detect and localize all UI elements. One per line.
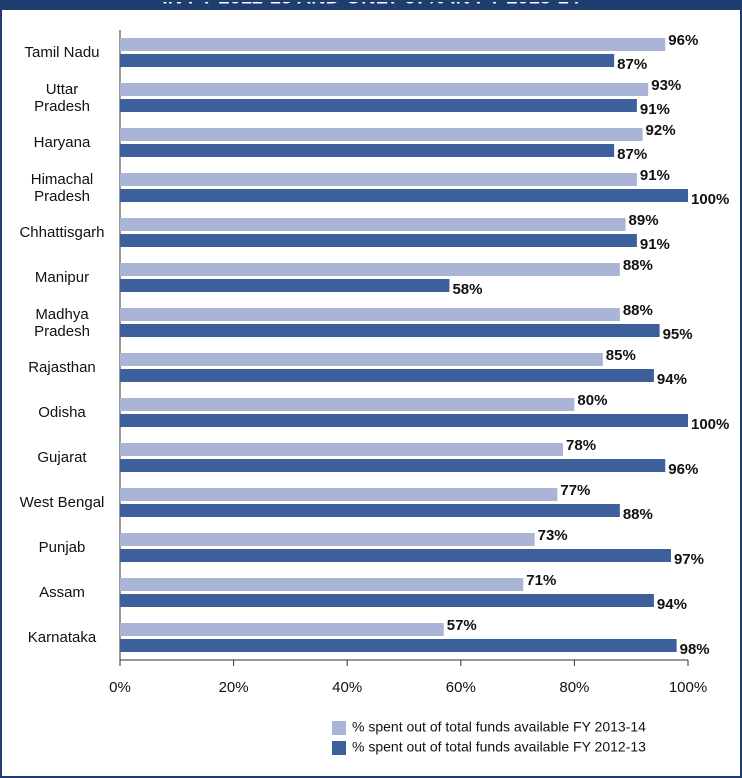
- y-tick-label: Uttar Pradesh: [34, 81, 90, 115]
- x-tick-label: 60%: [446, 679, 476, 696]
- bar: [120, 173, 637, 186]
- value-label: 88%: [623, 257, 653, 274]
- bar: [120, 639, 677, 652]
- y-tick-label: Assam: [39, 584, 85, 601]
- x-tick-label: 80%: [559, 679, 589, 696]
- value-label: 94%: [657, 596, 687, 613]
- value-label: 80%: [577, 392, 607, 409]
- legend-swatch: [332, 741, 346, 755]
- bar: [120, 83, 649, 96]
- value-label: 91%: [640, 167, 670, 184]
- header-band: [0, 0, 742, 10]
- bar: [120, 234, 637, 247]
- y-tick-label: Punjab: [39, 539, 86, 556]
- bar: [120, 308, 620, 321]
- bar: [120, 263, 620, 276]
- bar: [120, 99, 637, 112]
- value-label: 91%: [640, 236, 670, 253]
- value-label: 88%: [623, 506, 653, 523]
- y-tick-label: Himachal Pradesh: [31, 171, 94, 205]
- bar: [120, 54, 615, 67]
- value-label: 91%: [640, 101, 670, 118]
- value-label: 57%: [447, 617, 477, 634]
- bar: [120, 414, 688, 427]
- bar: [120, 398, 575, 411]
- bar: [120, 504, 620, 517]
- value-label: 87%: [617, 146, 647, 163]
- legend-label: % spent out of total funds available FY …: [352, 739, 646, 755]
- value-label: 89%: [629, 212, 659, 229]
- value-label: 71%: [526, 572, 556, 589]
- bar: [120, 218, 626, 231]
- bar: [120, 189, 688, 202]
- bar: [120, 488, 558, 501]
- value-label: 73%: [538, 527, 568, 544]
- y-tick-label: Rajasthan: [28, 359, 96, 376]
- x-tick-label: 100%: [669, 679, 707, 696]
- y-tick-label: West Bengal: [20, 494, 105, 511]
- y-tick-label: Chhattisgarh: [19, 224, 104, 241]
- bar: [120, 144, 615, 157]
- value-label: 58%: [452, 281, 482, 298]
- bar: [120, 324, 660, 337]
- bar: [120, 549, 671, 562]
- value-label: 96%: [668, 461, 698, 478]
- y-tick-label: Gujarat: [37, 449, 87, 466]
- value-label: 92%: [646, 122, 676, 139]
- bar: [120, 578, 524, 591]
- value-label: 96%: [668, 32, 698, 49]
- y-tick-label: Madhya Pradesh: [34, 306, 90, 340]
- x-tick-label: 0%: [109, 679, 131, 696]
- bar: [120, 623, 444, 636]
- bar: [120, 594, 654, 607]
- x-tick-label: 40%: [332, 679, 362, 696]
- value-label: 98%: [680, 641, 710, 658]
- bar: [120, 279, 450, 292]
- x-tick-label: 20%: [219, 679, 249, 696]
- legend-label: % spent out of total funds available FY …: [352, 719, 646, 735]
- bar: [120, 369, 654, 382]
- value-label: 77%: [560, 482, 590, 499]
- value-label: 85%: [606, 347, 636, 364]
- y-tick-label: Tamil Nadu: [24, 44, 99, 61]
- bar: [120, 353, 603, 366]
- bar: [120, 459, 666, 472]
- value-label: 100%: [691, 416, 729, 433]
- value-label: 97%: [674, 551, 704, 568]
- value-label: 95%: [663, 326, 693, 343]
- value-label: 100%: [691, 191, 729, 208]
- y-tick-label: Haryana: [34, 134, 91, 151]
- bar: [120, 533, 535, 546]
- value-label: 88%: [623, 302, 653, 319]
- value-label: 78%: [566, 437, 596, 454]
- bar: [120, 128, 643, 141]
- chart-title: IN FY 2012-13 AND ONLY 57% IN FY 2013-14: [162, 0, 580, 8]
- y-tick-label: Manipur: [35, 269, 89, 286]
- value-label: 94%: [657, 371, 687, 388]
- legend-swatch: [332, 721, 346, 735]
- y-tick-label: Odisha: [38, 404, 86, 421]
- value-label: 87%: [617, 56, 647, 73]
- bar: [120, 38, 666, 51]
- bar: [120, 443, 564, 456]
- y-tick-label: Karnataka: [28, 629, 97, 646]
- value-label: 93%: [651, 77, 681, 94]
